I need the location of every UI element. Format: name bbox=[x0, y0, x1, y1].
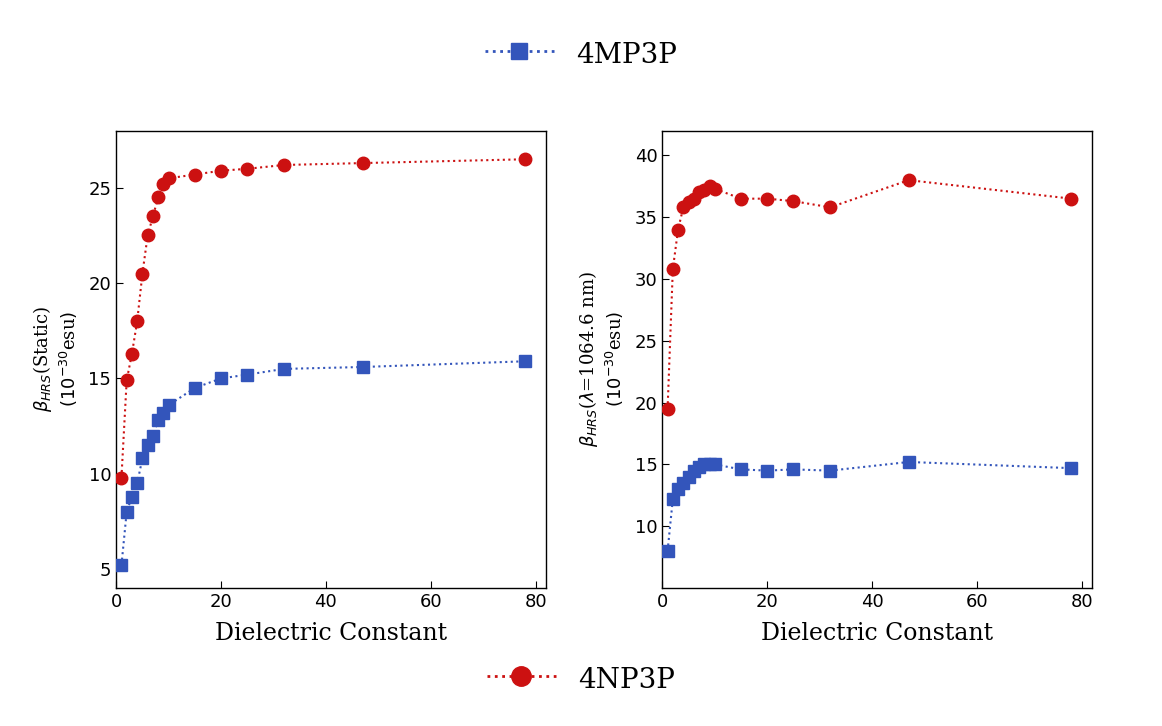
Legend: 4NP3P: 4NP3P bbox=[475, 653, 687, 705]
Legend: 4MP3P: 4MP3P bbox=[474, 28, 688, 81]
X-axis label: Dielectric Constant: Dielectric Constant bbox=[215, 622, 447, 645]
Y-axis label: $\beta_{HRS}$($\lambda$=1064.6 nm)
$(10^{-30}$esu$)$: $\beta_{HRS}$($\lambda$=1064.6 nm) $(10^… bbox=[578, 272, 626, 447]
Y-axis label: $\beta_{HRS}$(Static)
$(10^{-30}$esu$)$: $\beta_{HRS}$(Static) $(10^{-30}$esu$)$ bbox=[31, 306, 80, 412]
X-axis label: Dielectric Constant: Dielectric Constant bbox=[761, 622, 994, 645]
